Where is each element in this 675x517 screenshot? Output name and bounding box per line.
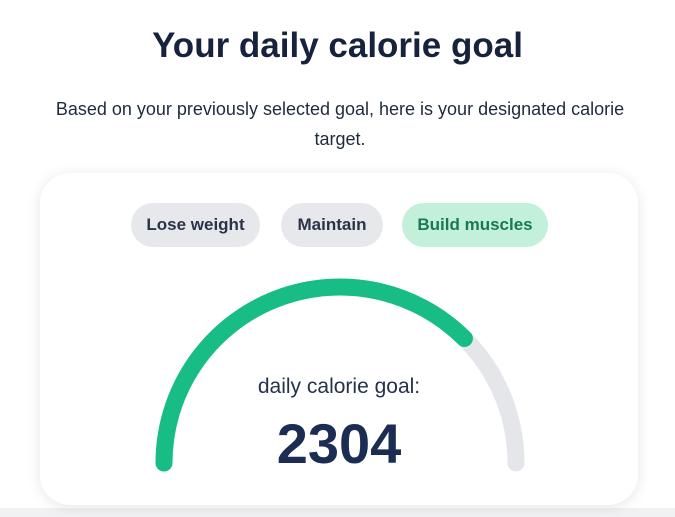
goal-option-maintain[interactable]: Maintain <box>281 203 383 247</box>
calorie-goal-card: Lose weight Maintain Build muscles daily… <box>40 173 638 505</box>
calorie-gauge <box>155 278 525 472</box>
page-title: Your daily calorie goal <box>152 26 523 65</box>
gauge-label: daily calorie goal: <box>257 375 421 398</box>
page-subtitle: Based on your previously selected goal, … <box>55 99 625 149</box>
page-footer-band <box>0 508 675 517</box>
goal-option-build-muscles[interactable]: Build muscles <box>402 203 548 247</box>
gauge-fill <box>155 278 473 472</box>
goal-option-lose-weight[interactable]: Lose weight <box>131 203 260 247</box>
calorie-goal-value: 2304 <box>276 412 402 475</box>
